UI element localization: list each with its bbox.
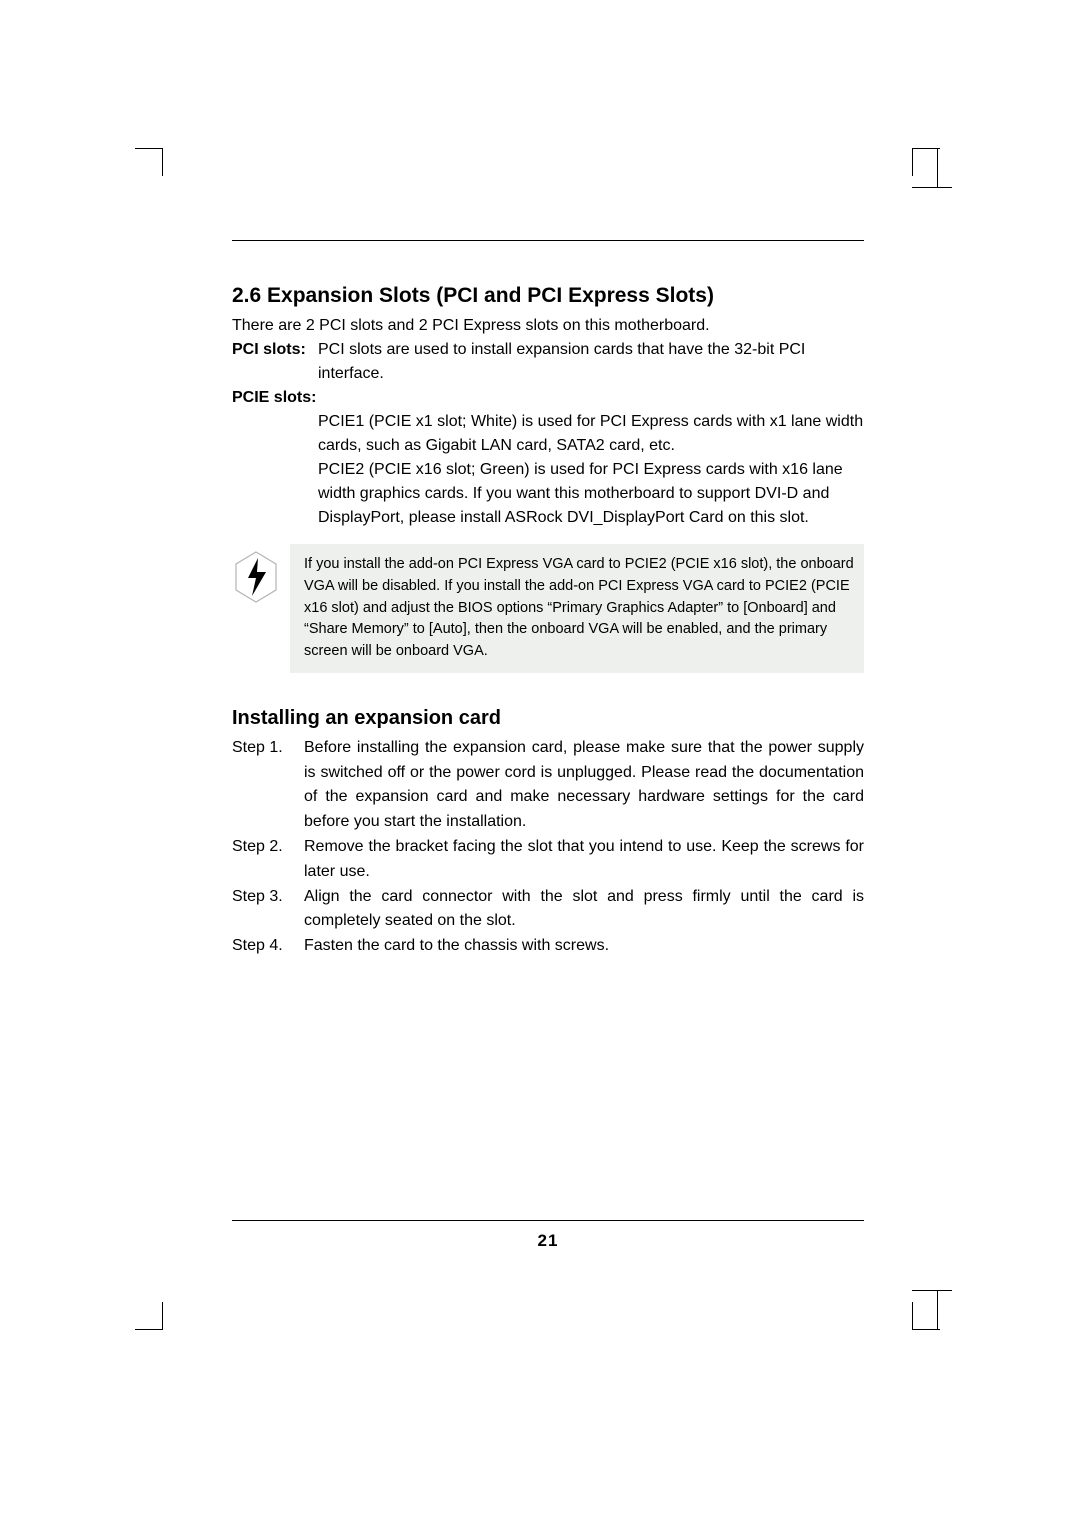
section-title: 2.6 Expansion Slots (PCI and PCI Express… — [232, 284, 864, 308]
step-label: Step 4. — [232, 934, 304, 959]
step-row: Step 3. Align the card connector with th… — [232, 885, 864, 935]
install-title: Installing an expansion card — [232, 707, 864, 730]
step-text: Align the card connector with the slot a… — [304, 885, 864, 935]
step-label: Step 2. — [232, 835, 304, 885]
page-number: 21 — [232, 1231, 864, 1251]
step-row: Step 4. Fasten the card to the chassis w… — [232, 934, 864, 959]
page-content: 2.6 Expansion Slots (PCI and PCI Express… — [232, 240, 864, 959]
pci-text: PCI slots are used to install expansion … — [318, 338, 864, 386]
note-box: If you install the add-on PCI Express VG… — [232, 544, 864, 673]
lightning-icon — [232, 544, 290, 604]
pci-label: PCI slots: — [232, 338, 318, 386]
pcie-label: PCIE slots: — [232, 386, 864, 410]
intro-text: There are 2 PCI slots and 2 PCI Express … — [232, 314, 864, 338]
step-text: Fasten the card to the chassis with scre… — [304, 934, 864, 959]
pcie-text-1: PCIE1 (PCIE x1 slot; White) is used for … — [232, 410, 864, 458]
steps-list: Step 1. Before installing the expansion … — [232, 736, 864, 959]
step-text: Remove the bracket facing the slot that … — [304, 835, 864, 885]
step-label: Step 1. — [232, 736, 304, 835]
note-text: If you install the add-on PCI Express VG… — [290, 544, 864, 673]
bottom-rule — [232, 1220, 864, 1221]
pcie-text-2: PCIE2 (PCIE x16 slot; Green) is used for… — [232, 458, 864, 530]
step-label: Step 3. — [232, 885, 304, 935]
step-text: Before installing the expansion card, pl… — [304, 736, 864, 835]
footer: 21 — [232, 1220, 864, 1251]
step-row: Step 2. Remove the bracket facing the sl… — [232, 835, 864, 885]
step-row: Step 1. Before installing the expansion … — [232, 736, 864, 835]
pci-row: PCI slots: PCI slots are used to install… — [232, 338, 864, 386]
